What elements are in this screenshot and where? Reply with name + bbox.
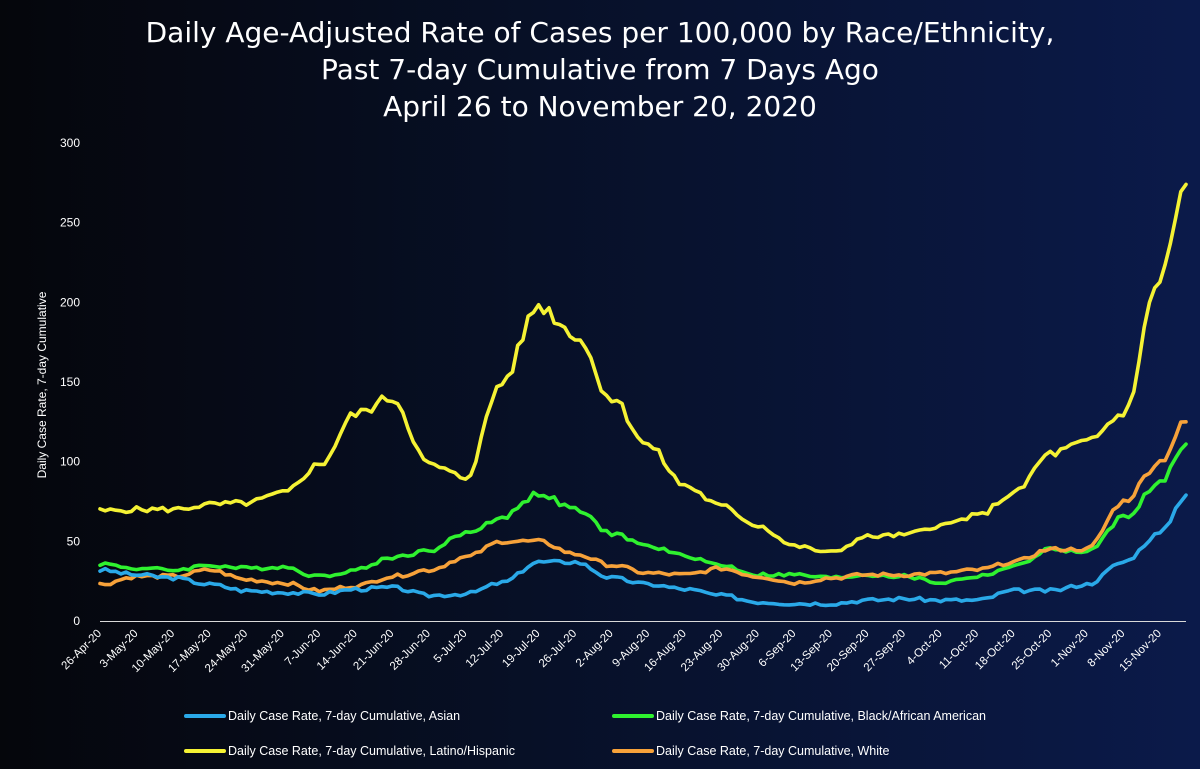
x-tick-label: 19-Jul-20 [500, 628, 542, 670]
y-tick-label: 150 [60, 375, 80, 389]
series-line-0 [98, 493, 1188, 608]
y-tick-label: 250 [60, 216, 80, 230]
x-tick-label: 1-Nov-20 [1049, 628, 1091, 670]
x-tick-label: 25-Oct-20 [1010, 628, 1055, 673]
x-tick-label: 5-Jul-20 [432, 628, 470, 666]
y-tick-label: 300 [60, 136, 80, 150]
chart-date-range: April 26 to November 20, 2020 [383, 90, 817, 123]
y-tick-label: 50 [67, 534, 81, 548]
y-tick-label: 0 [73, 614, 80, 628]
x-tick-label: 2-Aug-20 [574, 628, 616, 670]
series-line-3 [98, 420, 1188, 594]
series-line-1 [98, 442, 1188, 586]
x-tick-label: 26-Apr-20 [59, 628, 104, 673]
y-axis-title: Daily Case Rate, 7-day Cumulative [35, 291, 49, 478]
x-tick-label: 26-Jul-20 [537, 628, 579, 670]
y-tick-label: 200 [60, 295, 80, 309]
y-tick-label: 100 [60, 455, 80, 469]
chart-title: Daily Age-Adjusted Rate of Cases per 100… [145, 16, 1055, 49]
x-tick-label: 12-Jul-20 [464, 628, 506, 670]
chart-title-block: Daily Age-Adjusted Rate of Cases per 100… [0, 14, 1200, 125]
chart-subtitle: Past 7-day Cumulative from 7 Days Ago [321, 53, 879, 86]
series-line-2 [98, 182, 1188, 554]
